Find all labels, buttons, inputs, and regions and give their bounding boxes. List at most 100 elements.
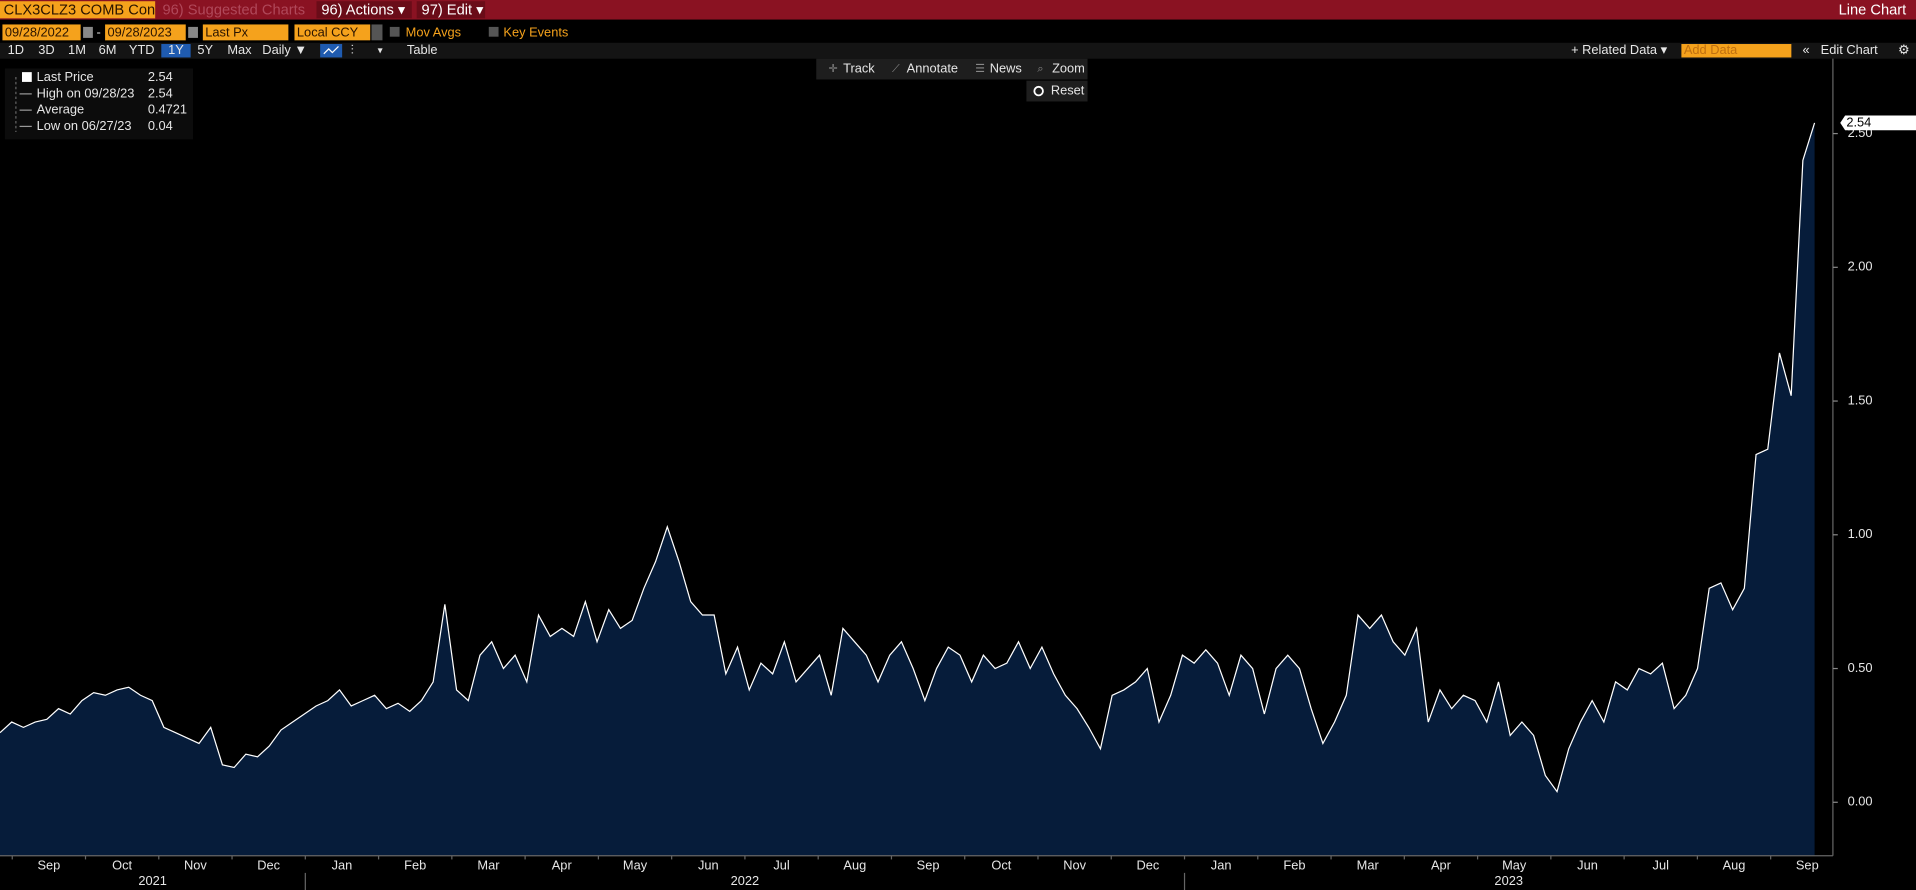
x-tick-label: Jan (332, 858, 353, 873)
x-tick-label: Jul (773, 858, 789, 873)
x-tick-label: Apr (552, 858, 573, 873)
end-date-field[interactable] (105, 24, 186, 41)
key-events: Key Events (503, 24, 568, 39)
security: CLX3CLZ3 COMB Con (4, 2, 155, 18)
edit-button[interactable] (416, 1, 486, 19)
period-button[interactable]: 1D (8, 42, 24, 57)
y-tick-label: 1.50 (1848, 392, 1873, 407)
x-tick-label: Mar (1357, 858, 1380, 873)
currency: Local CCY (297, 24, 359, 39)
legend-label: Low on 06/27/23 (37, 118, 132, 133)
tool-button[interactable]: Track (843, 60, 875, 75)
x-tick-label: Dec (257, 858, 280, 873)
x-tick-label: Nov (1063, 858, 1086, 873)
year-label: 2021 (138, 873, 167, 888)
currency-select[interactable] (294, 24, 371, 41)
legend-label: Last Price (37, 69, 94, 84)
security-field[interactable] (0, 1, 156, 19)
calendar-icon[interactable] (188, 26, 198, 38)
tool-button[interactable]: News (990, 60, 1022, 75)
x-tick-label: Jun (1577, 858, 1598, 873)
tool-button[interactable]: Zoom (1052, 60, 1085, 75)
reset: Reset (1051, 82, 1085, 97)
last-value-tag (1840, 115, 1916, 131)
legend-value: 2.54 (148, 85, 173, 100)
y-tick-label: 0.00 (1848, 794, 1873, 809)
x-tick-label: Oct (112, 858, 132, 873)
tool-icon: ✛ (828, 63, 837, 75)
edit-chart[interactable]: Edit Chart (1821, 42, 1878, 57)
tool-icon: ⟋ (892, 63, 900, 75)
period-button[interactable]: 1Y (168, 42, 184, 57)
period-bar (0, 42, 1916, 59)
start-date-field[interactable] (2, 24, 81, 41)
period-button[interactable]: Max (227, 42, 252, 57)
end-date: 09/28/2023 (108, 24, 172, 39)
tool-button[interactable]: Annotate (907, 60, 958, 75)
legend-box (4, 68, 194, 140)
year-label: 2023 (1494, 873, 1523, 888)
legend-value: 2.54 (148, 69, 173, 84)
x-tick-label: Feb (1283, 858, 1305, 873)
date-dash: - (97, 24, 101, 39)
period-button[interactable]: 5Y (197, 42, 213, 57)
x-tick-label: May (623, 858, 648, 873)
x-tick-label: Dec (1136, 858, 1159, 873)
actions-button[interactable] (316, 1, 412, 19)
x-tick-label: Sep (37, 858, 60, 873)
reset-icon (1033, 85, 1044, 97)
x-tick-label: Aug (1723, 858, 1746, 873)
period-button[interactable]: 6M (99, 42, 117, 57)
x-tick-label: Aug (843, 858, 866, 873)
period-selected[interactable] (161, 44, 191, 58)
related-data[interactable]: + Related Data ▾ (1571, 42, 1667, 57)
y-tick-label: 0.50 (1848, 660, 1873, 675)
edit: 97) Edit ▾ (422, 2, 485, 18)
x-tick-label: May (1502, 858, 1527, 873)
settings-icon[interactable]: ⚙ (1898, 42, 1910, 57)
x-tick-label: Nov (184, 858, 207, 873)
dropdown-arrow[interactable]: ▾ (378, 45, 383, 56)
mov-avgs-checkbox[interactable] (389, 26, 400, 37)
reset-button[interactable] (1026, 80, 1088, 102)
field-select[interactable] (202, 24, 289, 41)
frequency[interactable]: Daily ▼ (262, 42, 307, 57)
period-button[interactable]: 3D (38, 42, 54, 57)
last-value-label: 2.54 (1846, 114, 1871, 129)
price-line (0, 122, 1816, 793)
calendar-icon[interactable] (83, 26, 93, 38)
x-tick-label: Jan (1211, 858, 1232, 873)
collapse-button[interactable]: « (1802, 42, 1809, 57)
legend-label: High on 09/28/23 (37, 85, 135, 100)
x-tick-label: Feb (404, 858, 426, 873)
mov-avgs: Mov Avgs (406, 24, 461, 39)
add-data-field[interactable] (1681, 44, 1792, 58)
y-tick-label: 2.00 (1848, 259, 1873, 274)
x-tick-label: Jul (1653, 858, 1669, 873)
chart-toolbar (816, 58, 1088, 80)
tool-icon: ⌕ (1037, 63, 1043, 75)
table-button[interactable]: Table (407, 42, 438, 57)
bar-icon[interactable]: ⫶ (351, 42, 354, 57)
field: Last Px (205, 24, 248, 39)
year-label: 2022 (731, 873, 760, 888)
x-tick-label: Sep (1796, 858, 1819, 873)
x-tick-label: Apr (1431, 858, 1452, 873)
start-date: 09/28/2022 (5, 24, 69, 39)
suggested-charts[interactable]: 96) Suggested Charts (163, 2, 306, 18)
legend-swatch (21, 72, 32, 82)
x-tick-label: Oct (991, 858, 1011, 873)
key-events-checkbox[interactable] (488, 26, 499, 37)
legend-value: 0.4721 (148, 102, 187, 117)
y-tick-label: 1.00 (1848, 526, 1873, 541)
tool-icon: ☰ (975, 63, 985, 75)
period-button[interactable]: 1M (68, 42, 86, 57)
legend-value: 0.04 (148, 118, 173, 133)
dropdown-arrow[interactable] (371, 24, 383, 41)
chart-kind: Line Chart (1839, 2, 1907, 18)
x-tick-label: Sep (917, 858, 940, 873)
period-button[interactable]: YTD (129, 42, 155, 57)
add-data: Add Data (1684, 42, 1738, 57)
